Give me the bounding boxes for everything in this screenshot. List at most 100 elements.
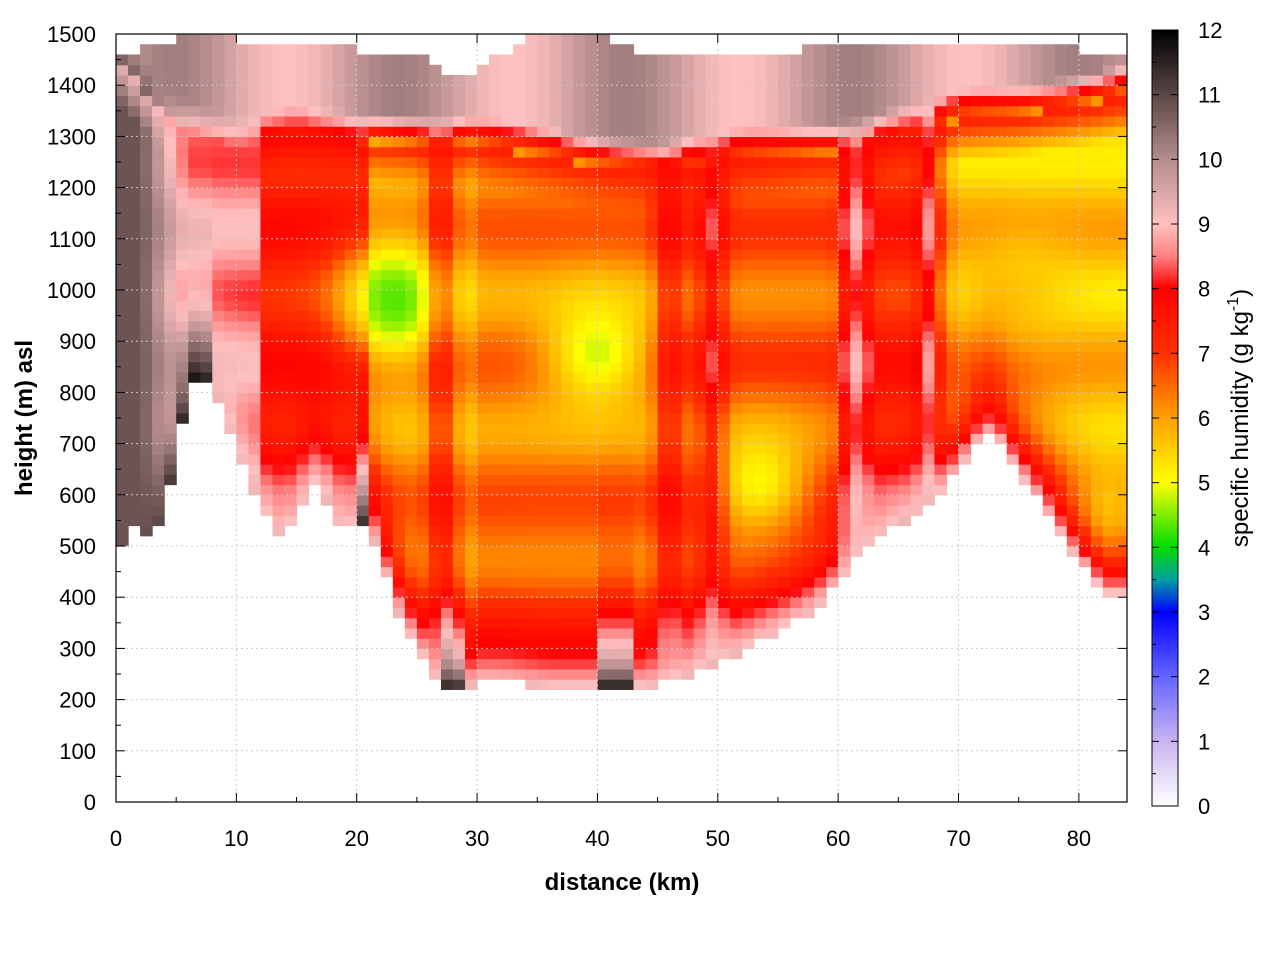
heat-cell — [248, 146, 262, 158]
heat-cell — [621, 85, 635, 97]
colorbar-tick-label: 10 — [1198, 147, 1222, 172]
heat-cell — [128, 105, 141, 117]
heat-cell — [693, 238, 707, 250]
heat-cell — [477, 74, 490, 86]
heat-cell — [344, 279, 358, 291]
heat-cell — [898, 351, 911, 363]
heat-cell — [573, 95, 586, 107]
heat-cell — [368, 484, 382, 496]
heat-cell — [513, 453, 526, 465]
heat-cell — [729, 443, 743, 455]
heat-cell — [356, 64, 370, 76]
heat-cell — [1018, 74, 1032, 86]
heat-cell — [260, 156, 274, 168]
heat-cell — [296, 218, 310, 230]
heat-cell — [862, 126, 875, 137]
heat-cell — [1042, 156, 1056, 168]
heat-cell — [428, 290, 442, 301]
heat-cell — [874, 197, 887, 209]
heat-cell — [1030, 423, 1044, 434]
heat-cell — [188, 259, 201, 271]
heat-cell — [308, 177, 322, 189]
heat-cell — [356, 208, 370, 219]
heat-cell — [573, 586, 586, 598]
heat-cell — [404, 146, 418, 158]
heat-cell — [1102, 208, 1116, 219]
heat-cell — [404, 54, 418, 66]
heat-cell — [585, 228, 599, 240]
heat-cell — [489, 187, 502, 199]
heat-cell — [753, 156, 767, 168]
heat-cell — [946, 310, 960, 322]
heat-cell — [826, 218, 839, 230]
heat-cell — [561, 474, 574, 486]
heat-cell — [934, 64, 948, 76]
heat-cell — [116, 453, 129, 465]
heat-cell — [1114, 371, 1127, 383]
heat-cell — [958, 330, 972, 342]
heat-cell — [465, 74, 478, 86]
heat-cell — [440, 156, 454, 168]
heat-cell — [741, 361, 755, 373]
heat-cell — [489, 423, 502, 434]
heat-cell — [886, 228, 899, 240]
heat-cell — [633, 249, 647, 260]
heat-cell — [934, 300, 948, 312]
y-tick-label: 800 — [59, 380, 96, 405]
heat-cell — [380, 412, 394, 424]
colorbar-tick-label: 4 — [1198, 535, 1210, 560]
heat-cell — [826, 330, 839, 342]
heat-cell — [1018, 115, 1032, 127]
heat-cell — [1066, 146, 1080, 158]
heat-cell — [850, 361, 863, 373]
heat-cell — [128, 290, 141, 301]
heat-cell — [284, 433, 298, 445]
heat-cell — [1054, 44, 1068, 56]
heat-cell — [934, 238, 948, 250]
heat-cell — [681, 484, 695, 496]
heat-cell — [633, 607, 647, 619]
heat-cell — [477, 412, 490, 424]
heat-cell — [970, 341, 984, 353]
heat-cell — [477, 464, 490, 475]
heat-cell — [212, 371, 225, 383]
heat-cell — [1018, 187, 1032, 199]
heat-cell — [248, 290, 262, 301]
heat-cell — [308, 474, 322, 486]
heat-cell — [1090, 423, 1104, 434]
heat-cell — [705, 556, 719, 568]
heat-cell — [669, 177, 683, 189]
heat-cell — [1054, 269, 1068, 281]
heat-cell — [188, 269, 201, 281]
heat-cell — [152, 259, 165, 271]
heat-cell — [970, 259, 984, 271]
heat-cell — [802, 566, 815, 578]
heat-cell — [248, 54, 262, 66]
heat-cell — [1030, 187, 1044, 199]
heat-cell — [777, 351, 791, 363]
heat-cell — [958, 167, 972, 178]
heat-cell — [573, 249, 586, 260]
heat-cell — [838, 402, 851, 414]
heat-cell — [501, 658, 514, 670]
heat-cell — [465, 290, 478, 301]
heat-cell — [645, 341, 659, 353]
heat-cell — [958, 156, 972, 168]
heat-cell — [1066, 382, 1080, 393]
heat-cell — [368, 279, 382, 291]
heat-cell — [717, 269, 731, 281]
heat-cell — [392, 525, 406, 537]
heat-cell — [681, 576, 695, 588]
heat-cell — [453, 156, 466, 168]
heat-cell — [260, 105, 274, 117]
heat-cell — [501, 136, 514, 148]
heat-cell — [368, 85, 382, 97]
heat-cell — [116, 535, 129, 547]
heat-cell — [320, 218, 334, 230]
heat-cell — [453, 95, 466, 107]
heat-cell — [982, 351, 996, 363]
heat-cell — [416, 617, 430, 629]
heat-cell — [946, 392, 960, 404]
heat-cell — [1090, 54, 1104, 66]
heat-cell — [549, 34, 562, 45]
